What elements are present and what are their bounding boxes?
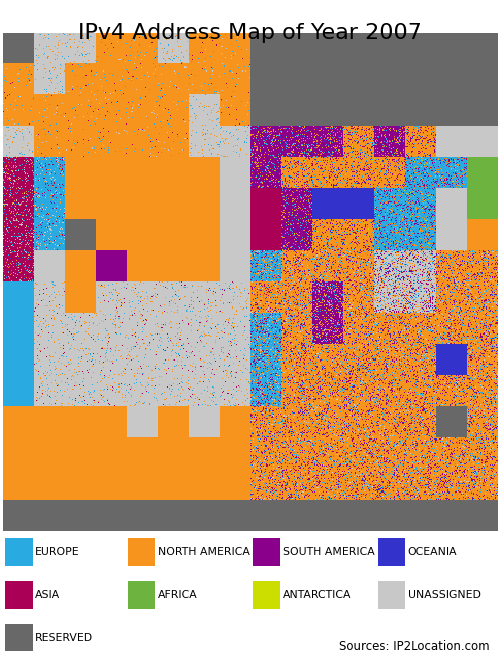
Text: ASIA: ASIA — [35, 589, 60, 600]
Text: SOUTH AMERICA: SOUTH AMERICA — [282, 546, 374, 557]
Text: OCEANIA: OCEANIA — [408, 546, 457, 557]
Text: ANTARCTICA: ANTARCTICA — [282, 589, 351, 600]
Text: EUROPE: EUROPE — [35, 546, 80, 557]
Text: UNASSIGNED: UNASSIGNED — [408, 589, 480, 600]
Text: RESERVED: RESERVED — [35, 632, 93, 643]
Text: NORTH AMERICA: NORTH AMERICA — [158, 546, 250, 557]
Text: Sources: IP2Location.com: Sources: IP2Location.com — [340, 640, 490, 653]
Text: AFRICA: AFRICA — [158, 589, 197, 600]
Text: IPv4 Address Map of Year 2007: IPv4 Address Map of Year 2007 — [78, 23, 422, 43]
